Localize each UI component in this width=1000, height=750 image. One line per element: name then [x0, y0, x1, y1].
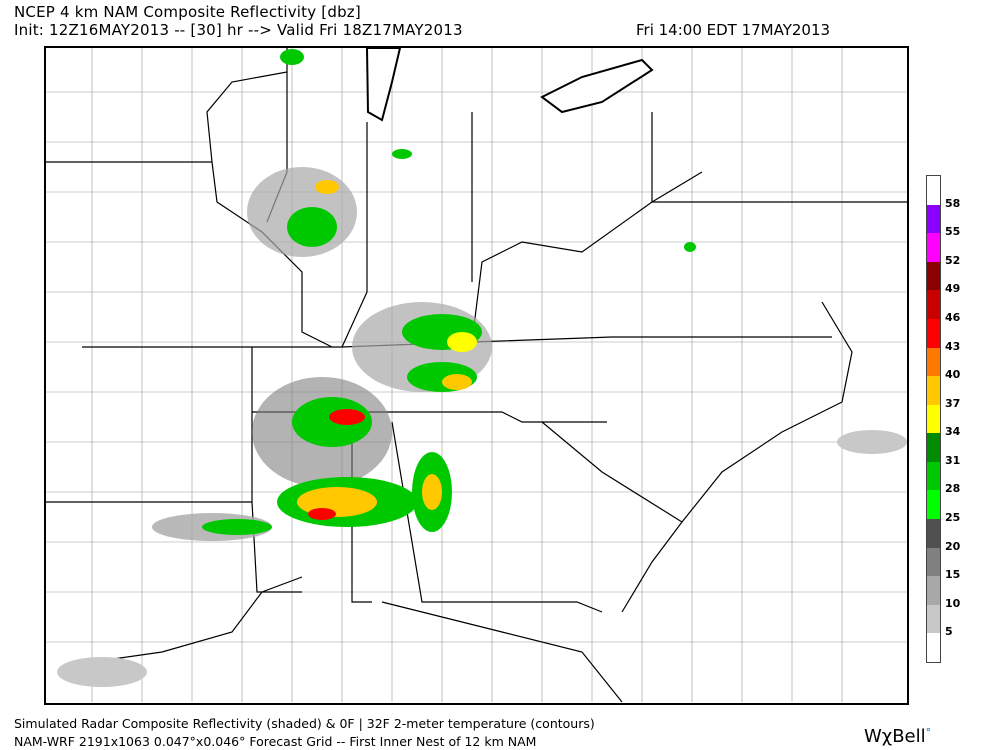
wxbell-logo: WχBell°	[864, 726, 932, 747]
legend-tick-label: 52	[945, 253, 961, 267]
logo-dot-icon: °	[925, 726, 932, 739]
lake-michigan	[365, 47, 402, 122]
legend-tick-label: 25	[945, 511, 961, 525]
great-lakes	[365, 47, 654, 122]
valid-local-time: Fri 14:00 EDT 17MAY2013	[636, 21, 831, 39]
legend-color-swatch	[927, 633, 940, 663]
legend-color-swatch	[927, 404, 940, 434]
legend-color-swatch	[927, 376, 940, 406]
legend-color-swatch	[927, 547, 940, 577]
init-valid-line: Init: 12Z16MAY2013 -- [30] hr --> Valid …	[14, 21, 463, 39]
legend-color-swatch	[927, 461, 940, 491]
state-boundaries	[46, 48, 907, 703]
legend-color-swatch	[927, 347, 940, 377]
legend-color-swatch	[927, 176, 940, 206]
legend-color-swatch	[927, 433, 940, 463]
lake-erie	[540, 58, 654, 114]
legend-tick-label: 28	[945, 482, 961, 496]
legend-tick-label: 46	[945, 310, 961, 324]
map-title: NCEP 4 km NAM Composite Reflectivity [db…	[14, 3, 361, 21]
legend-tick-label: 40	[945, 368, 961, 382]
footer-description: Simulated Radar Composite Reflectivity (…	[14, 716, 595, 731]
legend-color-swatch	[927, 290, 940, 320]
legend-tick-label: 55	[945, 225, 961, 239]
legend-color-swatch	[927, 576, 940, 606]
color-scale-bar	[926, 175, 941, 663]
legend-color-swatch	[927, 318, 940, 349]
legend-tick-label: 49	[945, 282, 961, 296]
legend-color-swatch	[927, 519, 940, 549]
map-canvas	[46, 47, 907, 703]
legend-tick-label: 43	[945, 339, 961, 353]
legend-tick-label: 10	[945, 596, 961, 610]
legend-color-swatch	[927, 233, 940, 263]
legend-color-swatch	[927, 204, 940, 234]
reflectivity-map	[44, 46, 909, 705]
footer-model-info: NAM-WRF 2191x1063 0.047°x0.046° Forecast…	[14, 734, 537, 749]
reflectivity-echoes	[57, 49, 907, 687]
legend-tick-label: 5	[945, 625, 953, 639]
legend-tick-label: 34	[945, 425, 961, 439]
legend-color-swatch	[927, 490, 940, 520]
legend-tick-label: 58	[945, 196, 961, 210]
legend-color-swatch	[927, 604, 940, 634]
legend-color-swatch	[927, 261, 940, 291]
legend-tick-label: 37	[945, 396, 961, 410]
legend-tick-label: 31	[945, 453, 961, 467]
legend-tick-label: 15	[945, 568, 961, 582]
legend-tick-label: 20	[945, 539, 961, 553]
